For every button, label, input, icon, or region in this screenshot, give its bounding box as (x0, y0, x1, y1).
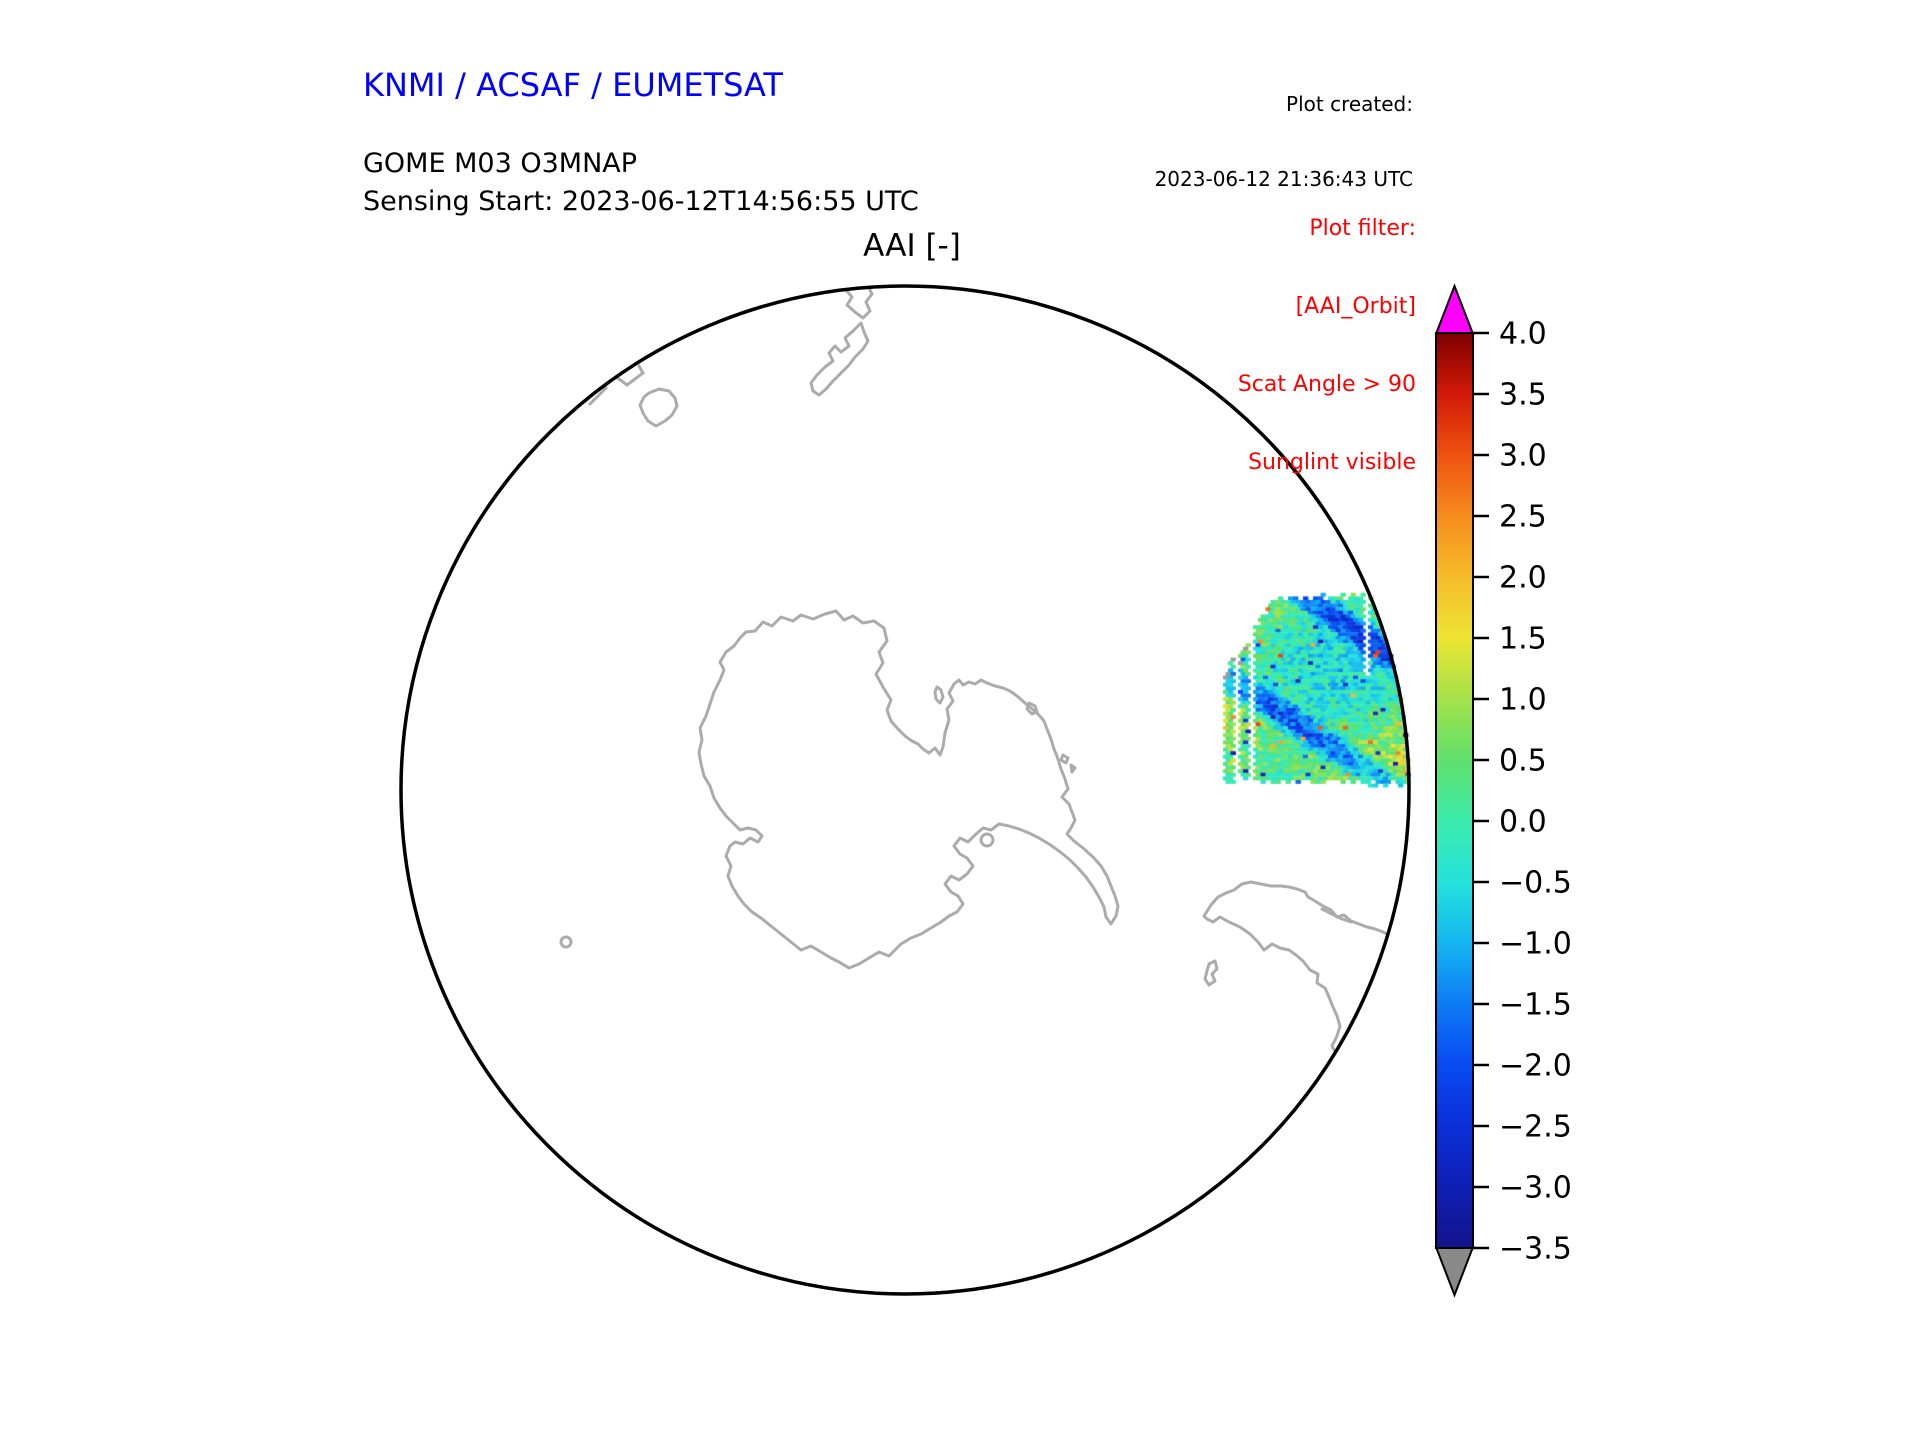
island-tierra-del-fuego (1203, 959, 1219, 987)
island-peninsula-a (1059, 753, 1070, 765)
colorbar-tick-label: 2.0 (1499, 561, 1547, 596)
colorbar-tick-label: 0.5 (1499, 744, 1547, 779)
colorbar-under-arrow (1434, 1246, 1475, 1298)
antarctica-coastline (697, 609, 1120, 970)
island-ross-sea (933, 685, 945, 705)
colorbar-gradient-bar (1435, 332, 1474, 1249)
coastlines (559, 287, 1393, 1055)
plot-filter-sunglint: Sunglint visible (1248, 450, 1416, 475)
colorbar-tick-label: 1.5 (1499, 622, 1547, 657)
plot-created-label: Plot created: (1286, 92, 1413, 116)
colorbar-tick-label: 4.0 (1499, 317, 1547, 352)
colorbar-tick-label: −3.5 (1499, 1232, 1572, 1267)
map-boundary-circle (399, 284, 1411, 1296)
plot-filter-scat: Scat Angle > 90 (1237, 372, 1416, 397)
colorbar-tick-label: 3.0 (1499, 439, 1547, 474)
colorbar-over-arrow (1434, 283, 1475, 335)
colorbar-ticks: 4.0 3.5 3.0 2.5 2.0 1.5 1.0 0.5 0.0 −0.5 −1.0 −1.5 −… (1473, 317, 1572, 1267)
map-title: AAI [-] (863, 228, 961, 264)
island-east-coast (1025, 701, 1039, 716)
sensing-start-line: Sensing Start: 2023-06-12T14:56:55 UTC (363, 186, 919, 217)
new-zealand-south (809, 321, 870, 397)
colorbar-tick-label: 0.0 (1499, 805, 1547, 840)
new-zealand-north (843, 287, 874, 320)
colorbar-tick-label: 2.5 (1499, 500, 1547, 535)
colorbar: 4.0 3.5 3.0 2.5 2.0 1.5 1.0 0.5 0.0 −0.5 −1.0 −1.5 −… (1434, 283, 1572, 1298)
south-america-coastline (1202, 880, 1393, 1055)
plot-filter-orbit: [AAI_Orbit] (1295, 294, 1416, 319)
magellan-channel (1320, 907, 1353, 924)
tasmania-island (638, 387, 679, 428)
plot-filter-block: Plot filter: [AAI_Orbit] Scat Angle > 90… (1238, 164, 1416, 528)
plot-created-block: Plot created: 2023-06-12 21:36:43 UTC (1155, 42, 1413, 242)
island-peter (559, 935, 573, 949)
colorbar-tick-label: 3.5 (1499, 378, 1547, 413)
main-title: KNMI / ACSAF / EUMETSAT (363, 66, 783, 104)
colorbar-tick-label: −2.0 (1499, 1049, 1572, 1084)
plot-created-datetime: 2023-06-12 21:36:43 UTC (1154, 167, 1413, 191)
product-title: GOME M03 O3MNAP (363, 148, 638, 179)
colorbar-tick-label: −1.5 (1499, 988, 1572, 1023)
colorbar-tick-label: −3.0 (1499, 1171, 1572, 1206)
australia-coast-fragment (588, 364, 645, 406)
colorbar-tick-label: −2.5 (1499, 1110, 1572, 1145)
colorbar-tick-label: −0.5 (1499, 866, 1572, 901)
island-ring (979, 832, 995, 848)
colorbar-tick-label: −1.0 (1499, 927, 1572, 962)
island-peninsula-b (1069, 763, 1077, 774)
plot-filter-title: Plot filter: (1309, 216, 1416, 241)
colorbar-tick-label: 1.0 (1499, 683, 1547, 718)
